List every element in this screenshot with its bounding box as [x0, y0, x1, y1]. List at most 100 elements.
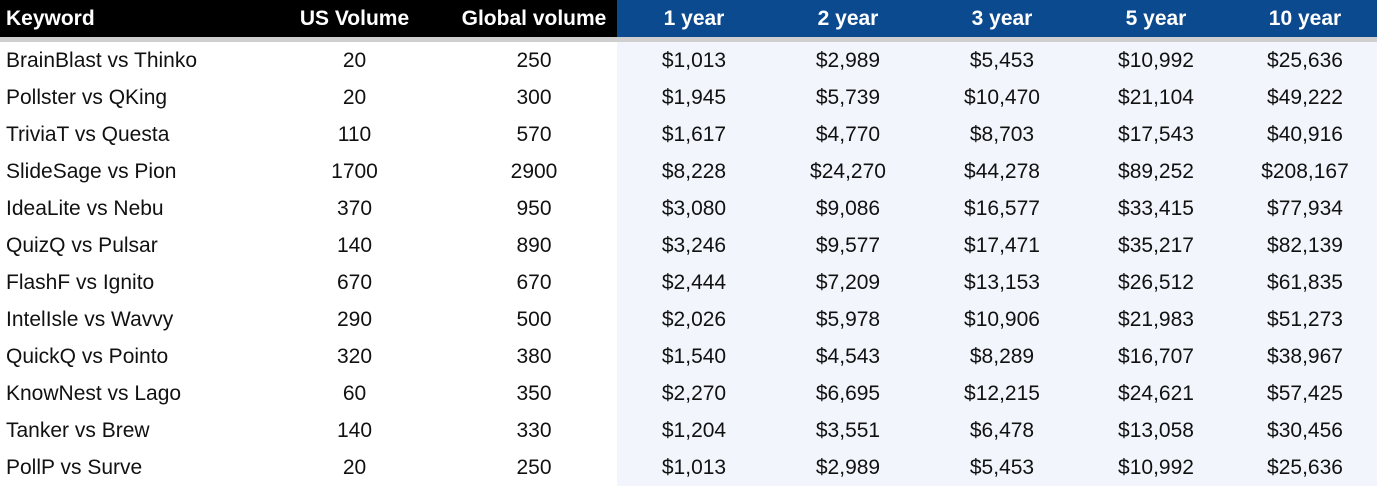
cell-3-year[interactable]: $17,471 — [925, 227, 1079, 264]
cell-2-year[interactable]: $4,543 — [771, 338, 925, 375]
header-5-year[interactable]: 5 year — [1079, 0, 1233, 37]
cell-5-year[interactable]: $21,104 — [1079, 79, 1233, 116]
cell-keyword[interactable]: PollP vs Surve — [6, 455, 143, 479]
cell-5-year[interactable]: $10,992 — [1079, 449, 1233, 486]
cell-1-year[interactable]: $1,013 — [617, 42, 771, 79]
cell-2-year[interactable]: $9,577 — [771, 227, 925, 264]
header-us-volume[interactable]: US Volume — [258, 0, 451, 37]
cell-keyword[interactable]: IdeaLite vs Nebu — [6, 196, 164, 220]
cell-1-year[interactable]: $2,026 — [617, 301, 771, 338]
cell-us-volume[interactable]: 370 — [336, 196, 373, 220]
cell-2-year[interactable]: $3,551 — [771, 412, 925, 449]
cell-us-volume[interactable]: 320 — [336, 344, 373, 368]
cell-2-year[interactable]: $24,270 — [771, 153, 925, 190]
cell-global-volume[interactable]: 380 — [516, 344, 552, 368]
cell-1-year[interactable]: $2,270 — [617, 375, 771, 412]
cell-10-year[interactable]: $40,916 — [1233, 116, 1377, 153]
cell-keyword[interactable]: IntelIsle vs Wavvy — [6, 307, 174, 331]
cell-keyword[interactable]: KnowNest vs Lago — [6, 381, 182, 405]
cell-keyword[interactable]: BrainBlast vs Thinko — [6, 48, 198, 72]
cell-1-year[interactable]: $1,204 — [617, 412, 771, 449]
cell-2-year[interactable]: $7,209 — [771, 264, 925, 301]
cell-keyword[interactable]: FlashF vs Ignito — [6, 270, 155, 294]
cell-keyword[interactable]: TriviaT vs Questa — [6, 122, 170, 146]
cell-5-year[interactable]: $26,512 — [1079, 264, 1233, 301]
cell-global-volume[interactable]: 950 — [516, 196, 552, 220]
cell-1-year[interactable]: $3,246 — [617, 227, 771, 264]
cell-3-year[interactable]: $10,470 — [925, 79, 1079, 116]
header-10-year[interactable]: 10 year — [1233, 0, 1377, 37]
cell-us-volume[interactable]: 1700 — [331, 159, 378, 183]
cell-1-year[interactable]: $1,945 — [617, 79, 771, 116]
cell-5-year[interactable]: $13,058 — [1079, 412, 1233, 449]
cell-us-volume[interactable]: 60 — [342, 381, 367, 405]
cell-keyword[interactable]: SlideSage vs Pion — [6, 159, 177, 183]
cell-3-year[interactable]: $12,215 — [925, 375, 1079, 412]
cell-5-year[interactable]: $33,415 — [1079, 190, 1233, 227]
cell-2-year[interactable]: $5,978 — [771, 301, 925, 338]
cell-global-volume[interactable]: 570 — [516, 122, 552, 146]
cell-10-year[interactable]: $25,636 — [1233, 42, 1377, 79]
cell-2-year[interactable]: $6,695 — [771, 375, 925, 412]
cell-3-year[interactable]: $44,278 — [925, 153, 1079, 190]
cell-10-year[interactable]: $61,835 — [1233, 264, 1377, 301]
cell-us-volume[interactable]: 140 — [336, 418, 373, 442]
cell-3-year[interactable]: $8,703 — [925, 116, 1079, 153]
header-1-year[interactable]: 1 year — [617, 0, 771, 37]
cell-10-year[interactable]: $49,222 — [1233, 79, 1377, 116]
cell-keyword[interactable]: Tanker vs Brew — [6, 418, 150, 442]
cell-keyword[interactable]: QuickQ vs Pointo — [6, 344, 169, 368]
cell-3-year[interactable]: $16,577 — [925, 190, 1079, 227]
cell-3-year[interactable]: $5,453 — [925, 449, 1079, 486]
cell-5-year[interactable]: $10,992 — [1079, 42, 1233, 79]
header-3-year[interactable]: 3 year — [925, 0, 1079, 37]
cell-5-year[interactable]: $24,621 — [1079, 375, 1233, 412]
cell-1-year[interactable]: $1,013 — [617, 449, 771, 486]
cell-10-year[interactable]: $77,934 — [1233, 190, 1377, 227]
cell-1-year[interactable]: $1,540 — [617, 338, 771, 375]
cell-10-year[interactable]: $57,425 — [1233, 375, 1377, 412]
cell-1-year[interactable]: $1,617 — [617, 116, 771, 153]
cell-10-year[interactable]: $25,636 — [1233, 449, 1377, 486]
cell-us-volume[interactable]: 110 — [337, 122, 372, 146]
cell-us-volume[interactable]: 140 — [336, 233, 373, 257]
cell-10-year[interactable]: $30,456 — [1233, 412, 1377, 449]
cell-3-year[interactable]: $5,453 — [925, 42, 1079, 79]
cell-2-year[interactable]: $9,086 — [771, 190, 925, 227]
cell-3-year[interactable]: $13,153 — [925, 264, 1079, 301]
cell-2-year[interactable]: $2,989 — [771, 42, 925, 79]
cell-3-year[interactable]: $10,906 — [925, 301, 1079, 338]
cell-2-year[interactable]: $4,770 — [771, 116, 925, 153]
cell-us-volume[interactable]: 20 — [342, 455, 367, 479]
cell-2-year[interactable]: $2,989 — [771, 449, 925, 486]
cell-5-year[interactable]: $21,983 — [1079, 301, 1233, 338]
cell-5-year[interactable]: $35,217 — [1079, 227, 1233, 264]
cell-global-volume[interactable]: 250 — [516, 48, 552, 72]
header-2-year[interactable]: 2 year — [771, 0, 925, 37]
cell-3-year[interactable]: $6,478 — [925, 412, 1079, 449]
cell-1-year[interactable]: $8,228 — [617, 153, 771, 190]
cell-global-volume[interactable]: 890 — [516, 233, 552, 257]
cell-global-volume[interactable]: 300 — [516, 85, 552, 109]
cell-keyword[interactable]: QuizQ vs Pulsar — [6, 233, 158, 257]
cell-global-volume[interactable]: 2900 — [510, 159, 558, 183]
header-global-volume[interactable]: Global volume — [451, 0, 617, 37]
cell-us-volume[interactable]: 670 — [336, 270, 373, 294]
cell-1-year[interactable]: $2,444 — [617, 264, 771, 301]
cell-5-year[interactable]: $16,707 — [1079, 338, 1233, 375]
cell-2-year[interactable]: $5,739 — [771, 79, 925, 116]
cell-global-volume[interactable]: 670 — [516, 270, 552, 294]
cell-global-volume[interactable]: 330 — [516, 418, 552, 442]
cell-global-volume[interactable]: 500 — [516, 307, 552, 331]
cell-us-volume[interactable]: 20 — [342, 85, 367, 109]
cell-5-year[interactable]: $89,252 — [1079, 153, 1233, 190]
cell-10-year[interactable]: $82,139 — [1233, 227, 1377, 264]
cell-global-volume[interactable]: 350 — [516, 381, 552, 405]
cell-10-year[interactable]: $38,967 — [1233, 338, 1377, 375]
cell-keyword[interactable]: Pollster vs QKing — [6, 85, 168, 109]
cell-us-volume[interactable]: 20 — [342, 48, 367, 72]
cell-global-volume[interactable]: 250 — [516, 455, 552, 479]
cell-5-year[interactable]: $17,543 — [1079, 116, 1233, 153]
cell-3-year[interactable]: $8,289 — [925, 338, 1079, 375]
header-keyword[interactable]: Keyword — [0, 0, 258, 37]
